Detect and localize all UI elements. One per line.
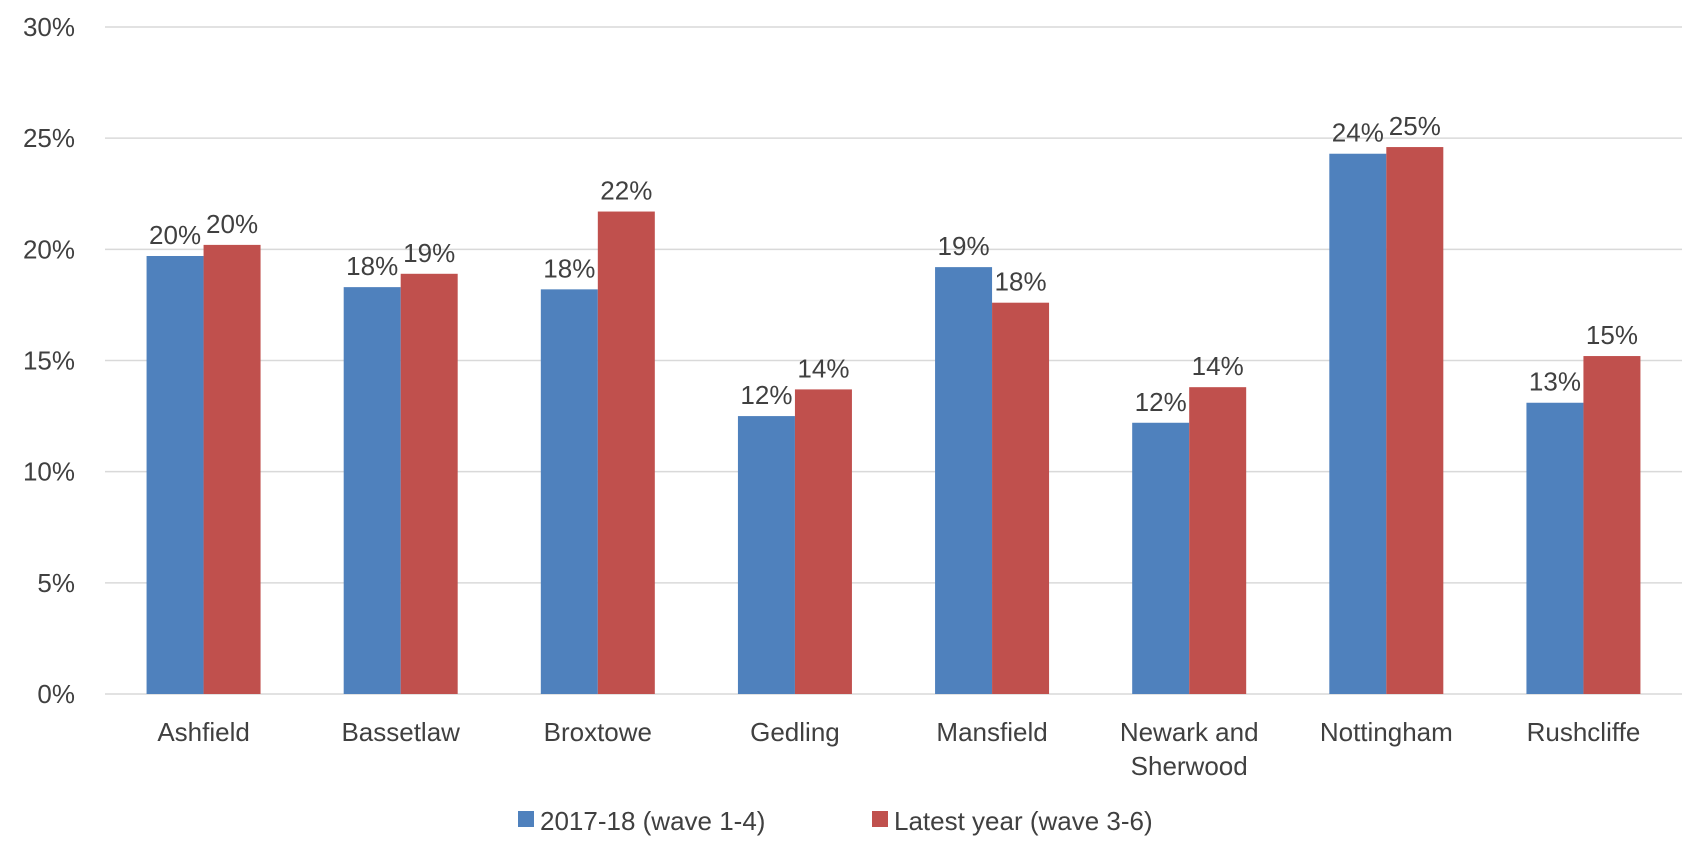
bar	[203, 244, 261, 695]
data-labels: 20% 20%18% 19%18%22%12%14%19%18%12%14%24% 2…	[149, 111, 1638, 417]
bar	[992, 302, 1050, 694]
y-axis-ticks: 0% 5% 10% 15% 20% 25% 30%	[23, 12, 75, 709]
legend-label: Latest year (wave 3-6)	[894, 806, 1153, 836]
bar	[343, 287, 401, 694]
data-label: 18%	[543, 253, 595, 283]
bar	[1189, 387, 1247, 694]
bar	[597, 211, 655, 694]
bar	[1386, 147, 1444, 694]
x-category-label: Rushcliffe	[1527, 717, 1641, 747]
gridlines	[105, 26, 1682, 695]
data-label: 25%	[1389, 111, 1441, 141]
y-tick-label: 10%	[23, 457, 75, 487]
data-label: 13%	[1529, 367, 1581, 397]
x-category-label: Nottingham	[1320, 717, 1453, 747]
legend-label: 2017-18 (wave 1-4)	[540, 806, 765, 836]
y-tick-label: 25%	[23, 123, 75, 153]
data-label: 19%	[938, 231, 990, 261]
y-tick-label: 0%	[37, 679, 75, 709]
data-label: 12%	[1135, 387, 1187, 417]
y-tick-label: 5%	[37, 568, 75, 598]
bar	[794, 389, 852, 694]
data-label: 22%	[600, 176, 652, 206]
data-label: 19%	[403, 238, 455, 268]
x-category-label: Ashfield	[157, 717, 250, 747]
bar	[1526, 402, 1584, 694]
data-label: 24%	[1332, 118, 1384, 148]
y-tick-label: 15%	[23, 346, 75, 376]
bar	[737, 416, 795, 694]
data-label: 20%	[149, 220, 201, 250]
data-label: 18%	[346, 251, 398, 281]
bar	[146, 256, 204, 694]
data-label: 12%	[740, 380, 792, 410]
y-tick-label: 30%	[23, 12, 75, 42]
legend-swatch	[518, 811, 534, 827]
bar	[1132, 422, 1190, 694]
legend-swatch	[872, 811, 888, 827]
data-label: 20%	[206, 209, 258, 239]
bar	[1329, 153, 1387, 695]
x-category-label: Gedling	[750, 717, 840, 747]
data-label: 14%	[1192, 351, 1244, 381]
bar	[935, 267, 993, 694]
bars	[146, 147, 1641, 695]
x-category-label: Broxtowe	[544, 717, 652, 747]
legend: 2017-18 (wave 1-4) Latest year (wave 3-6)	[518, 806, 1153, 836]
data-label: 14%	[797, 353, 849, 383]
x-axis-categories: Ashfield Bassetlaw Broxtowe Gedling Mansfiel…	[157, 717, 1640, 781]
x-category-label: Mansfield	[936, 717, 1047, 747]
bar	[1583, 356, 1641, 694]
bar	[540, 289, 598, 694]
data-label: 15%	[1586, 320, 1638, 350]
x-category-label: Bassetlaw	[341, 717, 460, 747]
x-category-label: Newark and Sherwood	[1120, 717, 1259, 781]
bar	[400, 273, 458, 694]
data-label: 18%	[995, 267, 1047, 297]
y-tick-label: 20%	[23, 234, 75, 264]
